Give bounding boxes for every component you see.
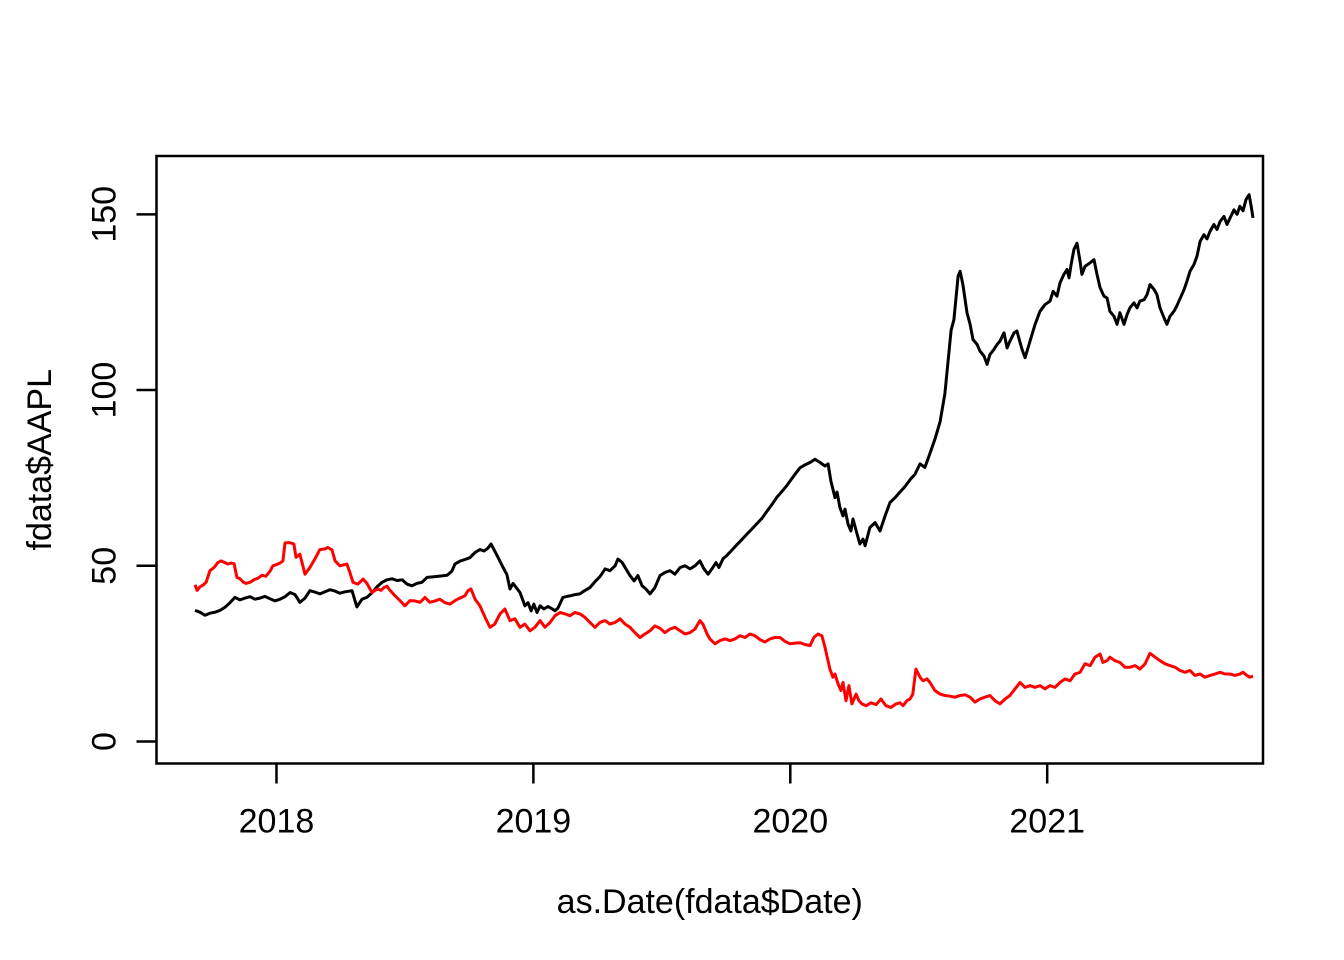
y-axis-title: fdata$AAPL [21,369,59,550]
y-tick-label: 150 [86,186,124,243]
aapl-series-line [194,193,1255,617]
x-axis-title: as.Date(fdata$Date) [557,883,863,921]
x-tick-label: 2021 [1009,803,1085,841]
red-series-line [193,541,1254,709]
plot-box [155,154,1265,765]
x-tick-label: 2020 [752,803,828,841]
x-tick-label: 2019 [496,803,572,841]
y-tick-label: 0 [86,732,124,751]
y-tick-label: 100 [86,362,124,419]
y-tick-label: 50 [86,547,124,585]
y-axis: 0 50 100 150 [86,186,157,751]
series-lines [193,193,1255,709]
x-tick-label: 2018 [239,803,315,841]
x-axis: 2018 2019 2020 2021 [239,763,1085,841]
